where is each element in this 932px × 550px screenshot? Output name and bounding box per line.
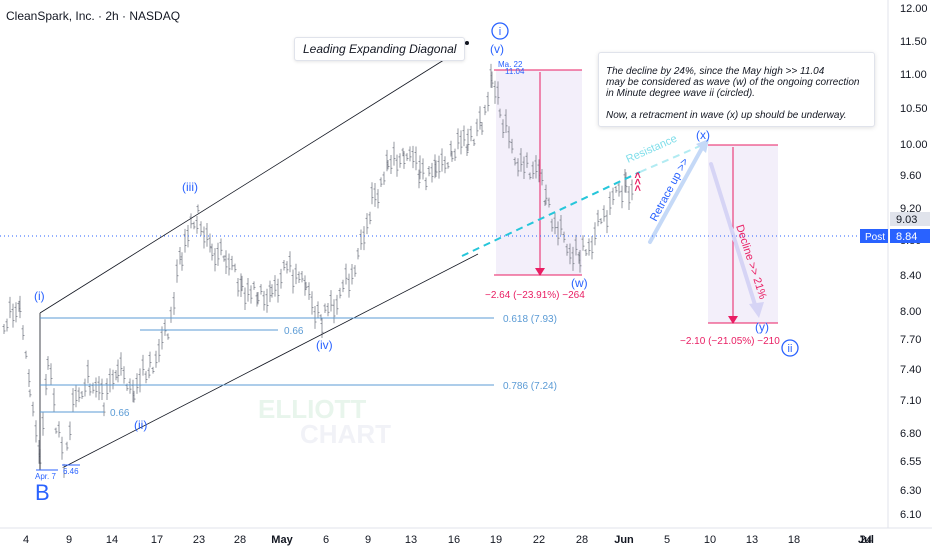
note-line-2: may be considered as wave (w) of the ong… (606, 77, 860, 88)
time-tick-label: 22 (533, 534, 545, 546)
time-tick-label: 9 (365, 534, 371, 546)
time-tick-label: May (271, 534, 293, 546)
price-scale[interactable]: 12.0011.5011.0010.5010.009.609.208.808.4… (900, 3, 928, 521)
wave-iii-label: (iii) (182, 180, 198, 194)
time-tick-label: Jun (614, 534, 634, 546)
wave-b-label: B (35, 480, 50, 505)
last-price-tag (890, 212, 930, 226)
wave-x-label: (x) (696, 128, 710, 142)
wave-ii-label: (ii) (134, 418, 147, 432)
time-tick-label: 9 (66, 534, 72, 546)
price-tick-label: 11.00 (900, 69, 927, 81)
w-drop-label: −2.64 (−23.91%) −264 (485, 290, 585, 301)
low-date-label: Apr. 7 (35, 472, 56, 481)
time-tick-label: 19 (490, 534, 502, 546)
price-tick-label: 9.60 (900, 170, 921, 182)
wave-v-label: (v) (490, 42, 504, 56)
price-tick-label: 12.00 (900, 3, 928, 15)
resistance-dashed-ext (639, 145, 701, 173)
minute-ii-circle (781, 339, 799, 357)
time-tick-label: 28 (234, 534, 246, 546)
wave-iv-label: (iv) (316, 338, 333, 352)
resistance-label: Resistance (624, 133, 679, 166)
time-tick-label: 24 (860, 534, 872, 546)
y-measure-arrow (728, 316, 738, 324)
time-tick-label: 13 (405, 534, 417, 546)
fib-786-label: 0.786 (7.24) (503, 381, 557, 392)
w-measure-arrow (535, 268, 545, 276)
time-tick-label: Jul (858, 534, 874, 546)
price-tick-label: 8.40 (900, 270, 921, 282)
wave-i-label: (i) (34, 289, 45, 303)
time-tick-label: 17 (151, 534, 163, 546)
wave-y-label: (y) (755, 320, 769, 334)
post-tag-label: Post (865, 232, 885, 243)
price-tick-label: 10.00 (900, 139, 928, 151)
wave-w-label: (w) (571, 276, 588, 290)
minute-ii-label: ii (788, 343, 793, 355)
fib-618-label: 0.618 (7.93) (503, 314, 557, 325)
time-tick-label: 18 (788, 534, 800, 546)
time-tick-label: 16 (448, 534, 460, 546)
fib-small-label-1: 0.66 (284, 326, 304, 337)
time-tick-label: 14 (106, 534, 118, 546)
high-value-label: 11.04 (505, 67, 525, 76)
post-price-value: 8.84 (896, 231, 917, 243)
last-price-value: 9.03 (896, 214, 917, 226)
post-tag (860, 229, 888, 243)
retrace-arrow (648, 146, 704, 244)
watermark-chart: CHART (300, 419, 391, 449)
high-date-label: Ma. 22 (498, 60, 523, 69)
time-tick-label: 6 (323, 534, 329, 546)
down-chevrons: <<< (631, 172, 643, 191)
note-line-4: Now, a retracment in wave (x) up should … (606, 110, 847, 121)
price-tick-label: 10.50 (900, 103, 928, 115)
resistance-dashed-line (461, 171, 641, 257)
time-tick-label: 5 (664, 534, 670, 546)
price-tick-label: 6.80 (900, 428, 921, 440)
decline-arrow-head (749, 302, 764, 318)
price-bars (2, 63, 634, 478)
time-tick-label: 28 (576, 534, 588, 546)
low-value-label: 6.46 (63, 467, 79, 476)
price-tick-label: 6.10 (900, 509, 921, 521)
time-tick-label: 13 (746, 534, 758, 546)
time-tick-label: 10 (704, 534, 716, 546)
y-drop-label: −2.10 (−21.05%) −210 (680, 336, 780, 347)
price-tick-label: 7.40 (900, 364, 921, 376)
chart-title: CleanSpark, Inc. · 2h · NASDAQ (6, 9, 181, 23)
analysis-note: The decline by 24%, since the May high >… (598, 52, 875, 127)
fib-small-label-2: 0.66 (110, 408, 130, 419)
diagonal-callout: Leading Expanding Diagonal (294, 37, 466, 61)
time-tick-label: 4 (23, 534, 29, 546)
y-range-box (708, 145, 778, 323)
minute-i-circle (491, 22, 509, 40)
diagonal-lower-line (63, 253, 479, 468)
callout-dot (465, 41, 469, 45)
post-price-tag (890, 229, 930, 243)
decline-arrow (709, 162, 758, 310)
watermark-elliott: ELLIOTT (258, 394, 366, 424)
price-tick-label: 11.50 (900, 36, 927, 48)
price-tick-label: 6.30 (900, 485, 921, 497)
price-tick-label: 8.00 (900, 306, 921, 318)
note-line-1: The decline by 24%, since the May high >… (606, 66, 825, 77)
diagonal-upper-line (39, 47, 464, 314)
minute-i-label: i (499, 26, 501, 38)
price-tick-label: 7.10 (900, 395, 921, 407)
price-tick-label: 6.55 (900, 456, 921, 468)
price-tick-label: 7.70 (900, 334, 921, 346)
time-tick-label: 23 (193, 534, 205, 546)
retrace-arrow-head (696, 139, 709, 153)
note-line-3: in Minute degree wave ii (circled). (606, 88, 755, 99)
